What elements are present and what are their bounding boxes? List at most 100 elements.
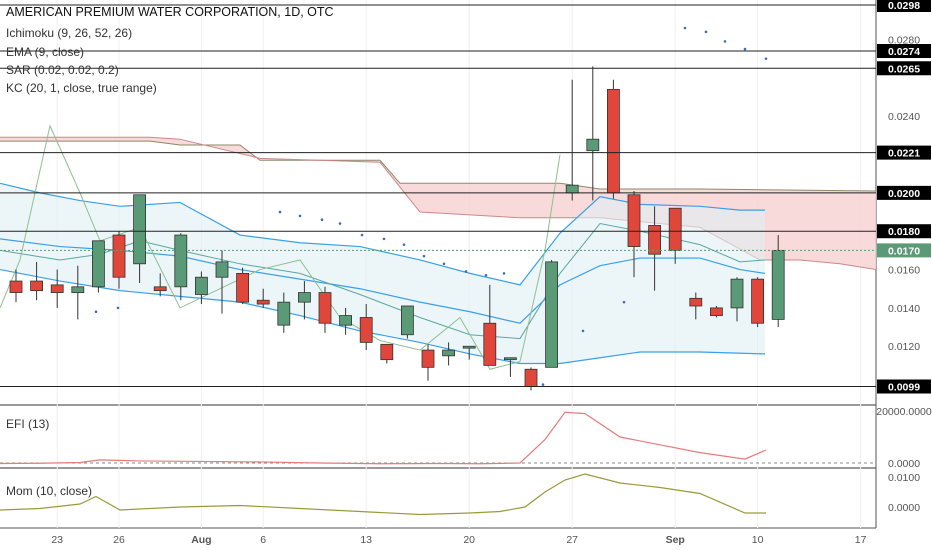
candle-body <box>92 240 105 288</box>
cloud-band-upper <box>0 137 876 270</box>
candle-body <box>483 322 497 366</box>
legend-ema[interactable]: EMA (9, close) <box>6 45 85 59</box>
sar-dot-15 <box>581 329 585 333</box>
mom-label[interactable]: Mom (10, close) <box>6 484 93 498</box>
kc-lower <box>0 268 766 365</box>
candle-body <box>503 357 517 361</box>
candle-body <box>689 297 703 307</box>
candle-body <box>710 307 723 316</box>
candle-37[interactable] <box>771 235 785 328</box>
chikou-line <box>0 124 561 370</box>
level-label-4: 0.0200 <box>888 188 920 200</box>
efi-tick-1: 0.0000 <box>888 458 920 470</box>
candle-35[interactable] <box>730 277 744 322</box>
sar-dot-20 <box>743 47 747 51</box>
candle-body <box>627 194 641 247</box>
level-badge-0 <box>877 0 931 12</box>
candle-30[interactable] <box>627 190 641 278</box>
candle-8[interactable] <box>174 233 188 301</box>
level-badge-3 <box>877 145 931 160</box>
candle-16[interactable] <box>339 307 353 335</box>
time-tick-5: 20 <box>463 534 475 546</box>
price-tick-2: 0.0160 <box>888 265 920 277</box>
candle-body <box>524 368 538 387</box>
candle-body <box>297 292 311 303</box>
senkou-a-line <box>0 140 877 192</box>
candle-27[interactable] <box>565 79 579 201</box>
price-tick-1: 0.0240 <box>888 111 920 123</box>
candle-13[interactable] <box>277 292 291 333</box>
candle-2[interactable] <box>50 269 64 308</box>
efi-tick-0: 20000.0000 <box>876 406 932 418</box>
candle-17[interactable] <box>359 304 373 351</box>
candle-21[interactable] <box>442 342 456 366</box>
candle-34[interactable] <box>710 305 723 318</box>
candle-26[interactable] <box>545 259 558 368</box>
time-tick-9: 17 <box>855 534 867 546</box>
candle-body <box>9 280 23 293</box>
current-price-label: 0.0170 <box>888 245 920 257</box>
candle-15[interactable] <box>318 286 332 333</box>
candle-body <box>668 207 682 251</box>
candle-11[interactable] <box>236 267 250 305</box>
efi-pane <box>0 411 876 465</box>
candle-body <box>236 272 250 303</box>
candle-28[interactable] <box>586 66 600 201</box>
candle-36[interactable] <box>751 277 764 328</box>
candle-19[interactable] <box>400 305 414 339</box>
candle-10[interactable] <box>215 250 229 314</box>
candle-5[interactable] <box>112 231 126 289</box>
legend-sar[interactable]: SAR (0.02, 0.02, 0.2) <box>6 63 119 77</box>
candle-20[interactable] <box>421 344 435 381</box>
legend-kc[interactable]: KC (20, 1, close, true range) <box>6 81 157 95</box>
candle-0[interactable] <box>9 269 23 303</box>
candle-body <box>339 315 353 326</box>
candle-4[interactable] <box>92 240 105 293</box>
candle-body <box>174 234 188 288</box>
candle-7[interactable] <box>153 273 167 297</box>
candle-29[interactable] <box>607 79 620 199</box>
candle-14[interactable] <box>297 281 311 320</box>
efi-label[interactable]: EFI (13) <box>6 417 50 431</box>
sar-dot-11 <box>464 270 468 273</box>
candle-22[interactable] <box>462 345 476 360</box>
time-tick-6: 27 <box>566 534 578 546</box>
candle-9[interactable] <box>194 271 208 305</box>
candle-32[interactable] <box>668 207 682 264</box>
candle-body <box>71 286 85 293</box>
legend-ichimoku[interactable]: Ichimoku (9, 26, 52, 26) <box>6 26 133 40</box>
candle-body <box>586 138 600 152</box>
time-tick-4: 13 <box>360 534 372 546</box>
mom-tick-1: 0.0000 <box>888 502 920 514</box>
candle-body <box>751 278 764 324</box>
candle-31[interactable] <box>648 206 661 291</box>
sar-dot-12 <box>484 274 488 277</box>
sar-dot-7 <box>382 237 386 241</box>
candle-3[interactable] <box>71 265 85 320</box>
mom-pane <box>0 473 766 516</box>
sar-dot-4 <box>320 218 324 222</box>
time-tick-7: Sep <box>666 534 685 546</box>
price-axis[interactable]: 0.0280 0.0240 0.0160 0.0140 0.0120 20000.0000… <box>876 35 932 514</box>
candle-23[interactable] <box>483 284 497 366</box>
candle-6[interactable] <box>133 194 147 283</box>
horizontal-levels[interactable]: 0.0298 0.0274 0.0265 0.0221 0.0200 0.0180 0.00… <box>0 0 931 394</box>
level-badge-1 <box>877 44 931 59</box>
candle-24[interactable] <box>503 357 517 377</box>
time-axis[interactable]: 23 26 Aug 6 13 20 27 Sep 10 17 <box>51 534 866 546</box>
level-label-1: 0.0274 <box>888 46 920 58</box>
sar-dot-2 <box>278 210 282 214</box>
candle-body <box>318 292 332 324</box>
candle-body <box>565 184 579 194</box>
candle-body <box>380 343 394 361</box>
candle-body <box>277 301 291 326</box>
candle-12[interactable] <box>256 288 270 308</box>
keltner-channel <box>0 182 766 365</box>
candle-18[interactable] <box>380 343 394 364</box>
candle-1[interactable] <box>30 261 44 301</box>
senkou-b-line <box>0 136 877 271</box>
candle-33[interactable] <box>689 292 703 320</box>
kc-fill <box>0 183 765 364</box>
sar-dot-9 <box>422 254 426 258</box>
